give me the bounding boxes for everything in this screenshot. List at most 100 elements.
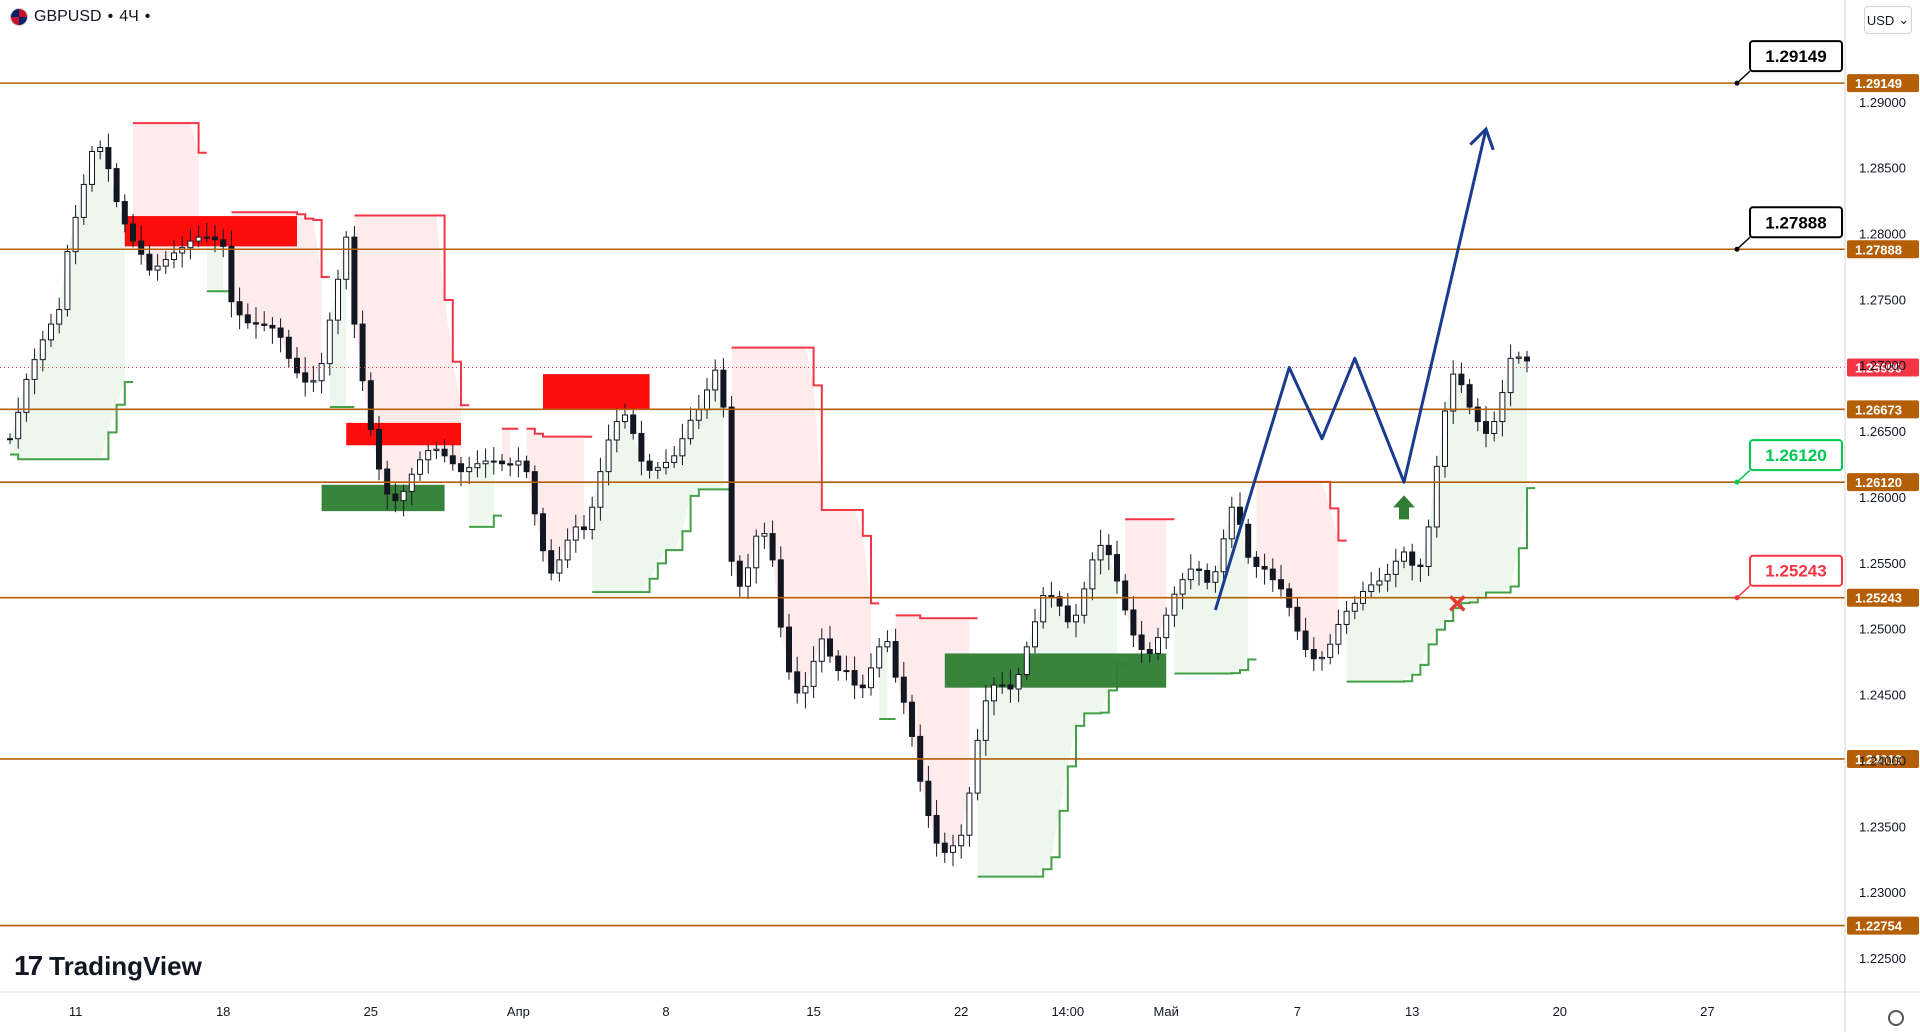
price-tick-label: 1.29000 xyxy=(1859,95,1906,110)
candle-body xyxy=(97,147,104,153)
candle xyxy=(499,454,505,471)
tradingview-logo[interactable]: 17 TradingView xyxy=(14,950,202,982)
candle-body xyxy=(868,667,874,689)
candle-body xyxy=(1425,526,1432,567)
candle-body xyxy=(802,685,809,694)
candle xyxy=(31,348,38,395)
currency-label: USD xyxy=(1866,12,1895,28)
candle-body xyxy=(769,533,776,561)
price-callout: 1.25243 xyxy=(1734,554,1843,601)
candle-body xyxy=(1417,564,1424,567)
candle-body xyxy=(859,684,866,689)
candle-body xyxy=(1056,596,1063,607)
candle xyxy=(999,671,1006,694)
trend-band-line xyxy=(133,122,207,154)
candle-body xyxy=(236,301,243,316)
candle xyxy=(179,236,186,268)
candle-body xyxy=(1442,410,1448,467)
candle xyxy=(113,163,120,208)
candle xyxy=(736,555,743,597)
candle xyxy=(1466,379,1473,415)
trend-band-line xyxy=(354,214,470,407)
candle xyxy=(818,628,825,673)
candle-body xyxy=(597,471,604,508)
price-tick-label: 1.27500 xyxy=(1859,292,1906,307)
candle xyxy=(982,685,989,756)
candle-body xyxy=(499,460,505,465)
candle-body xyxy=(269,324,276,329)
trend-band-line xyxy=(592,488,732,594)
candle-body xyxy=(531,471,538,515)
candle xyxy=(285,329,292,368)
candle-body xyxy=(187,240,194,249)
candle-body xyxy=(458,463,464,473)
candle-body xyxy=(1507,357,1514,394)
candle xyxy=(1064,593,1071,629)
candle-body xyxy=(679,438,686,457)
candle-body xyxy=(154,265,161,271)
candle xyxy=(1130,596,1137,648)
candle xyxy=(1310,637,1317,672)
candle xyxy=(1409,543,1416,581)
candle-body xyxy=(1163,614,1170,639)
candle xyxy=(572,514,579,553)
level-price-tag xyxy=(1847,74,1919,93)
candle xyxy=(1253,551,1260,578)
candle xyxy=(236,287,243,330)
candle-body xyxy=(1064,605,1071,623)
time-tick-label: Май xyxy=(1153,1004,1178,1019)
candle xyxy=(1269,558,1276,592)
candle xyxy=(1073,603,1079,638)
time-tick-label: 27 xyxy=(1700,1004,1714,1019)
candle-body xyxy=(1319,656,1325,660)
candle-body xyxy=(1401,551,1407,562)
price-tick-label: 1.23500 xyxy=(1859,819,1906,834)
candle-body xyxy=(203,236,210,239)
candle xyxy=(950,834,956,867)
candle-body xyxy=(507,463,514,466)
candle-body xyxy=(827,638,833,657)
candle-body xyxy=(1015,674,1022,690)
candle-body xyxy=(991,684,997,702)
candle-body xyxy=(64,251,71,311)
candle-body xyxy=(351,236,358,325)
candle-body xyxy=(425,450,432,461)
candle-body xyxy=(818,638,825,662)
candle-body xyxy=(7,438,13,441)
candle xyxy=(351,226,358,339)
symbol-header[interactable]: GBPUSD • 4Ч • xyxy=(10,8,150,26)
candle-body xyxy=(1335,623,1342,645)
candle xyxy=(597,457,604,521)
gear-icon[interactable] xyxy=(1888,1010,1904,1026)
candle-body xyxy=(687,419,694,440)
candle xyxy=(1491,411,1498,442)
candle-body xyxy=(1023,646,1030,676)
candle xyxy=(909,694,915,747)
candle xyxy=(1056,590,1063,617)
candle xyxy=(1015,668,1022,703)
callout-anchor xyxy=(1734,80,1740,86)
candle-body xyxy=(876,646,883,669)
candle-body xyxy=(1253,556,1260,567)
level-price-tag xyxy=(1847,400,1919,419)
candle-body xyxy=(162,259,169,267)
candle xyxy=(1220,529,1227,586)
candle-body xyxy=(310,380,317,383)
candle xyxy=(302,357,309,397)
candle xyxy=(121,194,128,233)
trend-band-fill xyxy=(231,212,322,383)
time-tick-label: 11 xyxy=(69,1004,83,1019)
candle xyxy=(1196,560,1202,586)
candle xyxy=(171,239,177,269)
candle-body xyxy=(1122,580,1129,611)
close-icon xyxy=(1449,595,1466,612)
candle xyxy=(663,449,669,475)
candle xyxy=(1114,540,1120,594)
currency-select[interactable]: USD ⌄ xyxy=(1864,6,1912,34)
arrow-up-icon xyxy=(1469,126,1495,151)
candle xyxy=(466,456,473,485)
candle xyxy=(1483,406,1489,448)
candle-body xyxy=(523,460,530,473)
candle-body xyxy=(589,506,596,531)
